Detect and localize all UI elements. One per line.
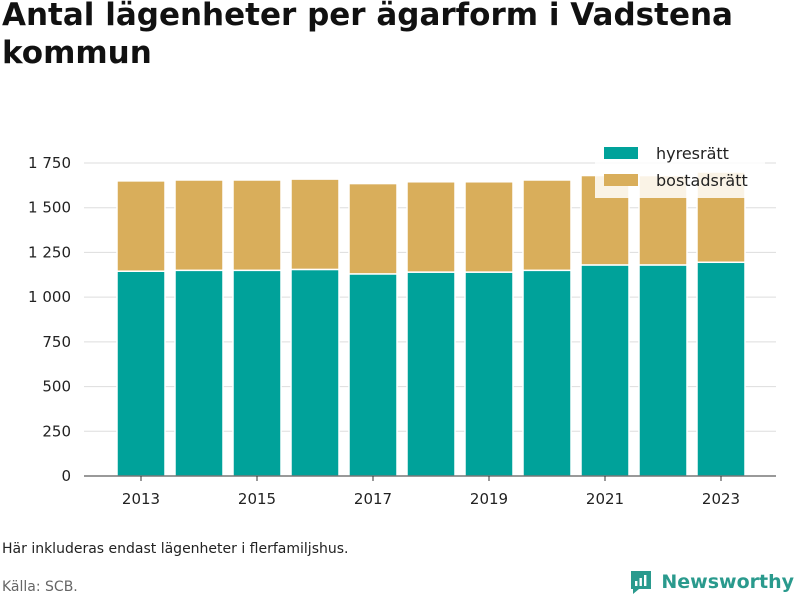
- bar-hyresratt-2017[interactable]: [348, 273, 398, 477]
- bar-hyresratt-2019[interactable]: [464, 271, 514, 477]
- bar-hyresratt-2013[interactable]: [116, 270, 166, 477]
- bar-bostadsratt-2014[interactable]: [174, 179, 224, 272]
- y-axis-ticks: 0 250 500 750 1 000 1 250 1 500 1 750: [28, 154, 71, 485]
- bar-bostadsratt-2013[interactable]: [116, 180, 166, 272]
- bar-bostadsratt-2017[interactable]: [348, 182, 398, 275]
- brand-name: Newsworthy: [661, 571, 794, 593]
- y-tick-label: 500: [42, 378, 71, 396]
- y-tick-label: 1 000: [28, 288, 71, 306]
- newsworthy-icon: [631, 571, 652, 594]
- x-tick-label: 2013: [122, 490, 160, 508]
- legend[interactable]: hyresrätt bostadsrätt: [595, 140, 765, 198]
- x-tick-label: 2023: [702, 490, 740, 508]
- bar-hyresratt-2022[interactable]: [638, 264, 688, 477]
- y-tick-label: 1 750: [28, 154, 71, 172]
- footnote: Här inkluderas endast lägenheter i flerf…: [2, 541, 349, 557]
- legend-swatch-bostadsratt: [604, 174, 638, 186]
- bars: [116, 171, 746, 477]
- bar-bostadsratt-2015[interactable]: [232, 179, 282, 272]
- bar-hyresratt-2023[interactable]: [696, 261, 746, 477]
- x-tick-label: 2015: [238, 490, 276, 508]
- legend-label-hyresratt: hyresrätt: [656, 144, 729, 163]
- brand-logo[interactable]: Newsworthy: [629, 569, 794, 595]
- bar-bostadsratt-2016[interactable]: [290, 178, 340, 271]
- bar-bostadsratt-2020[interactable]: [522, 179, 572, 272]
- legend-label-bostadsratt: bostadsrätt: [656, 171, 748, 190]
- chart-title: Antal lägenheter per ägarform i Vadstena…: [2, 0, 733, 71]
- bar-bostadsratt-2019[interactable]: [464, 181, 514, 273]
- bar-hyresratt-2014[interactable]: [174, 269, 224, 477]
- bar-hyresratt-2021[interactable]: [580, 264, 630, 477]
- bar-hyresratt-2015[interactable]: [232, 269, 282, 477]
- x-tick-label: 2021: [586, 490, 624, 508]
- legend-swatch-hyresratt: [604, 147, 638, 159]
- x-axis-ticks: 2013 2015 2017 2019 2021 2023: [122, 476, 740, 508]
- source-label: Källa: SCB.: [2, 579, 78, 595]
- y-tick-label: 750: [42, 333, 71, 351]
- x-tick-label: 2017: [354, 490, 392, 508]
- y-tick-label: 250: [42, 422, 71, 440]
- y-tick-label: 0: [61, 467, 71, 485]
- bar-hyresratt-2016[interactable]: [290, 268, 340, 477]
- bar-hyresratt-2020[interactable]: [522, 269, 572, 477]
- y-tick-label: 1 500: [28, 199, 71, 217]
- x-tick-label: 2019: [470, 490, 508, 508]
- bar-hyresratt-2018[interactable]: [406, 271, 456, 477]
- y-tick-label: 1 250: [28, 243, 71, 261]
- bar-bostadsratt-2018[interactable]: [406, 181, 456, 273]
